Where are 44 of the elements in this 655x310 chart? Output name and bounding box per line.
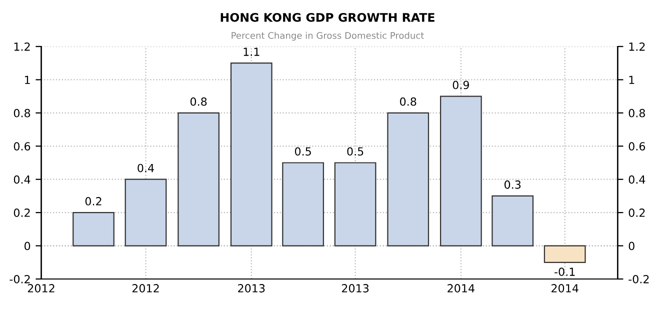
y-tick-label: 0.6 [14, 142, 30, 151]
x-tick-label: 2014 [448, 284, 474, 292]
y-tick-label: 0 [24, 242, 30, 250]
data-label: 0.3 [504, 180, 521, 189]
y-tick-label: -0.2 [10, 274, 30, 284]
bar [387, 112, 430, 246]
y-tick-label: 1 [25, 76, 30, 84]
data-label: 0.8 [190, 97, 207, 106]
y2-tick-label: 0.2 [628, 208, 645, 217]
data-label: 0.8 [400, 97, 416, 106]
y2-tick-label: 0.6 [628, 142, 646, 151]
bar [72, 212, 114, 246]
data-label: 0.4 [138, 164, 154, 172]
y2-tick-label: 1 [629, 76, 634, 84]
bar [282, 162, 324, 246]
y-tick-label: 0.2 [14, 208, 30, 217]
bar [230, 62, 272, 246]
data-label: 1.1 [244, 48, 260, 56]
x-tick-label: 2012 [28, 284, 54, 292]
bar [544, 245, 586, 263]
y2-tick-label: 0.8 [628, 108, 645, 118]
y2-tick-label: 0 [628, 242, 634, 250]
chart-subtitle: Percent Change in Gross Domestic Product [232, 32, 424, 41]
y2-tick-label: 0.4 [628, 175, 646, 184]
x-tick-label: 2013 [342, 284, 369, 292]
data-label: 0.2 [85, 197, 102, 206]
data-label: 0.9 [452, 80, 469, 90]
bar [492, 195, 534, 246]
data-label: 0.5 [294, 147, 311, 156]
bar [178, 112, 220, 246]
data-label: -0.1 [554, 268, 575, 276]
y-tick-label: 0.4 [14, 175, 30, 184]
x-tick-label: 2014 [552, 284, 578, 292]
y2-tick-label: -0.2 [628, 274, 649, 284]
x-tick-label: 2013 [238, 284, 265, 292]
y2-tick-label: 1.2 [629, 42, 645, 51]
y-tick-label: 1.2 [14, 42, 30, 51]
data-label: 0.5 [347, 147, 364, 156]
y-tick-label: 0.8 [14, 108, 30, 118]
bar [334, 162, 376, 246]
x-tick-label: 2012 [132, 284, 159, 292]
bar [124, 178, 167, 246]
chart-title: HONG KONG GDP GROWTH RATE [220, 12, 434, 22]
bar [440, 96, 482, 246]
